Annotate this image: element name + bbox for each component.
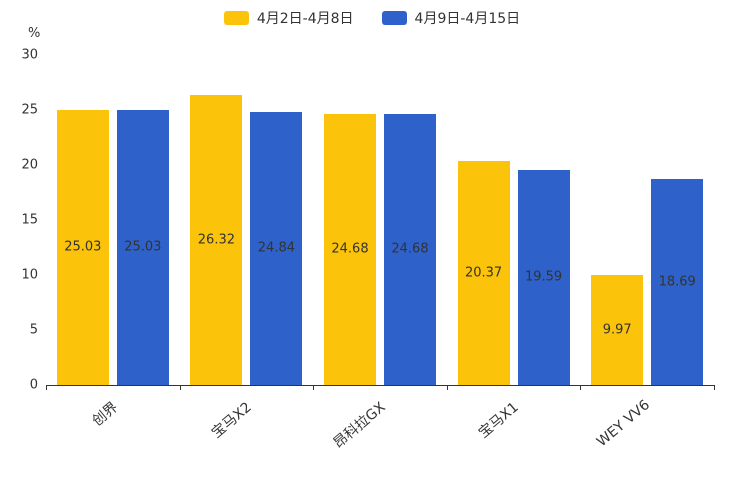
y-tick-label: 10	[21, 267, 38, 283]
legend-item-week2[interactable]: 4月9日-4月15日	[381, 8, 521, 28]
y-axis-unit-label: %	[28, 26, 41, 41]
legend: 4月2日-4月8日 4月9日-4月15日	[0, 8, 744, 28]
y-tick-label: 0	[29, 377, 38, 393]
y-tick-label: 30	[21, 47, 38, 63]
x-category-label-text: 创界	[89, 399, 122, 430]
legend-label-week1: 4月2日-4月8日	[256, 11, 354, 27]
x-axis-tick	[46, 385, 47, 390]
bar-宝马X1-4月9日-4月15日[interactable]: 19.59	[517, 169, 570, 385]
bar-宝马X2-4月9日-4月15日[interactable]: 24.84	[250, 111, 303, 385]
y-tick-label: 15	[21, 212, 38, 228]
plot-area: 25.03 25.03 26.32 24.84 24.68 24.68 20.37 19.59…	[21, 48, 715, 452]
bar-value-label: 9.97	[602, 322, 632, 338]
bar-创界-4月2日-4月8日[interactable]: 25.03	[56, 109, 109, 385]
bar-group: 26.32 24.84	[180, 55, 314, 385]
x-axis-tick	[446, 385, 448, 390]
bar-group: 9.97 18.69	[580, 55, 714, 385]
x-axis-tick	[580, 385, 582, 390]
legend-label-week2: 4月9日-4月15日	[414, 11, 521, 27]
x-category-label-text: 宝马X2	[208, 399, 255, 442]
bar-group: 24.68 24.68	[313, 55, 447, 385]
legend-item-week1[interactable]: 4月2日-4月8日	[223, 8, 354, 28]
x-category-label-text: WEY VV6	[594, 397, 654, 451]
y-tick-label: 20	[21, 157, 38, 173]
bar-group: 20.37 19.59	[447, 55, 581, 385]
bar-昂科拉GX-4月2日-4月8日[interactable]: 24.68	[323, 113, 376, 385]
bar-value-label: 20.37	[464, 265, 503, 281]
x-category-label-text: 宝马X1	[475, 399, 522, 442]
bar-value-label: 24.68	[391, 241, 429, 257]
bars-row: 25.03 25.03 26.32 24.84 24.68 24.68 20.37 19.59…	[46, 55, 714, 385]
bar-value-label: 25.03	[64, 239, 102, 255]
bar-宝马X1-4月2日-4月8日[interactable]: 20.37	[457, 160, 510, 385]
x-category-label-text: 昂科拉GX	[330, 399, 389, 452]
bar-value-label: 24.84	[257, 240, 295, 256]
x-axis-tick	[313, 385, 315, 390]
y-tick-label: 25	[21, 102, 38, 118]
x-axis-tick	[714, 385, 715, 390]
bar-WEY VV6-4月2日-4月8日[interactable]: 9.97	[591, 275, 644, 385]
x-axis-tick	[179, 385, 181, 390]
bar-WEY VV6-4月9日-4月15日[interactable]: 18.69	[651, 179, 704, 385]
bar-value-label: 18.69	[658, 274, 696, 290]
bar-宝马X2-4月2日-4月8日[interactable]: 26.32	[190, 95, 243, 385]
bar-创界-4月9日-4月15日[interactable]: 25.03	[116, 109, 169, 385]
legend-swatch-week2	[381, 11, 407, 25]
bar-value-label: 24.68	[331, 241, 369, 257]
bar-value-label: 26.32	[197, 232, 235, 248]
bar-昂科拉GX-4月9日-4月15日[interactable]: 24.68	[383, 113, 436, 385]
bar-value-label: 25.03	[124, 239, 162, 255]
y-tick-label: 5	[29, 322, 38, 338]
bar-value-label: 19.59	[524, 269, 563, 285]
bar-group: 25.03 25.03	[46, 55, 180, 385]
legend-swatch-week1	[223, 11, 249, 25]
